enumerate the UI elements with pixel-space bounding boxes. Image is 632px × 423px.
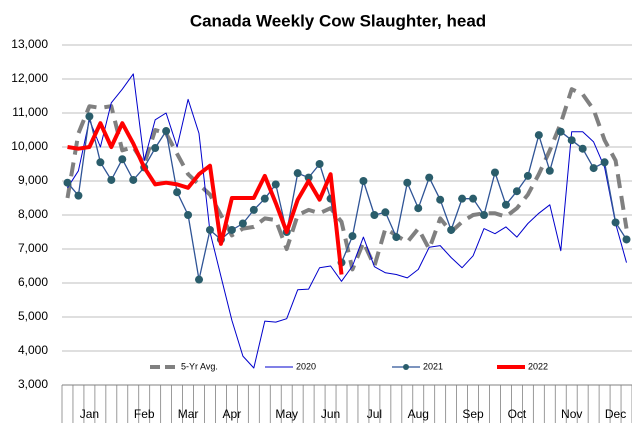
- y-tick-label: 13,000: [11, 37, 48, 51]
- legend-marker: [403, 364, 409, 370]
- series-marker: [480, 211, 489, 219]
- x-tick-label: Jan: [80, 407, 99, 421]
- series-marker: [403, 178, 412, 187]
- series-marker: [173, 188, 182, 197]
- series-marker: [425, 173, 434, 182]
- series-marker: [458, 194, 467, 203]
- series-marker: [436, 195, 445, 204]
- series-line: [67, 115, 628, 281]
- series-marker: [512, 187, 521, 196]
- series-marker: [381, 208, 390, 217]
- x-tick-label: Nov: [561, 407, 582, 421]
- y-tick-label: 8,000: [18, 207, 48, 221]
- x-tick-label: Jun: [321, 407, 340, 421]
- legend-label: 2021: [423, 361, 443, 371]
- chart-title: Canada Weekly Cow Slaughter, head: [190, 11, 486, 30]
- series-marker: [85, 112, 94, 121]
- series-line: [67, 121, 344, 275]
- legend-label: 5-Yr Avg.: [181, 361, 218, 371]
- series-marker: [63, 178, 72, 187]
- series-marker: [370, 211, 379, 219]
- series-marker: [545, 166, 554, 175]
- series-marker: [162, 127, 171, 136]
- x-tick-label: Mar: [178, 407, 199, 421]
- series-marker: [490, 168, 499, 177]
- series-marker: [205, 225, 214, 234]
- legend: 5-Yr Avg. 2020 2021 2022: [150, 361, 548, 371]
- x-tick-label: Oct: [508, 407, 527, 421]
- series-marker: [74, 191, 83, 200]
- series-marker: [315, 160, 324, 168]
- series-marker: [184, 211, 193, 219]
- x-tick-label: Jul: [367, 407, 382, 421]
- y-tick-label: 9,000: [18, 173, 48, 187]
- x-tick-label: May: [275, 407, 298, 421]
- x-tick-label: Feb: [134, 407, 155, 421]
- y-tick-label: 4,000: [18, 343, 48, 357]
- series-line: [65, 87, 629, 272]
- series-marker: [293, 169, 302, 178]
- series-marker: [567, 136, 576, 145]
- series-marker: [271, 180, 280, 189]
- series-line: [67, 73, 627, 369]
- legend-label: 2020: [296, 361, 316, 371]
- series-marker: [260, 194, 269, 203]
- y-tick-label: 6,000: [18, 275, 48, 289]
- series-marker: [578, 144, 587, 153]
- y-tick-label: 11,000: [12, 105, 48, 119]
- x-tick-label: Apr: [223, 407, 242, 421]
- series-marker: [195, 275, 204, 284]
- y-tick-label: 12,000: [11, 71, 48, 85]
- series-marker: [304, 173, 313, 182]
- x-tick-label: Sep: [462, 407, 484, 421]
- series-marker: [227, 225, 236, 234]
- x-tick-label: Aug: [408, 407, 429, 421]
- series-marker: [129, 175, 138, 184]
- series-marker: [118, 155, 127, 164]
- series-marker: [469, 194, 478, 203]
- legend-label: 2022: [528, 361, 548, 371]
- series-marker: [359, 177, 368, 185]
- series-marker: [447, 225, 456, 234]
- series-marker: [392, 233, 401, 242]
- series-marker: [589, 164, 598, 173]
- series-marker: [414, 204, 423, 213]
- y-tick-label: 10,000: [11, 139, 48, 153]
- series-marker: [622, 235, 631, 244]
- series-marker: [249, 205, 258, 214]
- series-marker: [348, 232, 357, 241]
- y-tick-label: 3,000: [18, 377, 48, 391]
- series-marker: [96, 158, 105, 167]
- series-marker: [501, 200, 510, 209]
- series-marker: [238, 219, 247, 228]
- series-marker: [107, 175, 116, 184]
- x-tick-label: Dec: [605, 407, 626, 421]
- series-marker: [611, 218, 620, 227]
- y-tick-label: 5,000: [18, 309, 48, 323]
- series-marker: [523, 171, 532, 180]
- y-tick-label: 7,000: [18, 241, 48, 255]
- series-marker: [534, 131, 543, 140]
- series-marker: [151, 144, 160, 153]
- series-marker: [556, 127, 565, 136]
- series-marker: [600, 158, 609, 167]
